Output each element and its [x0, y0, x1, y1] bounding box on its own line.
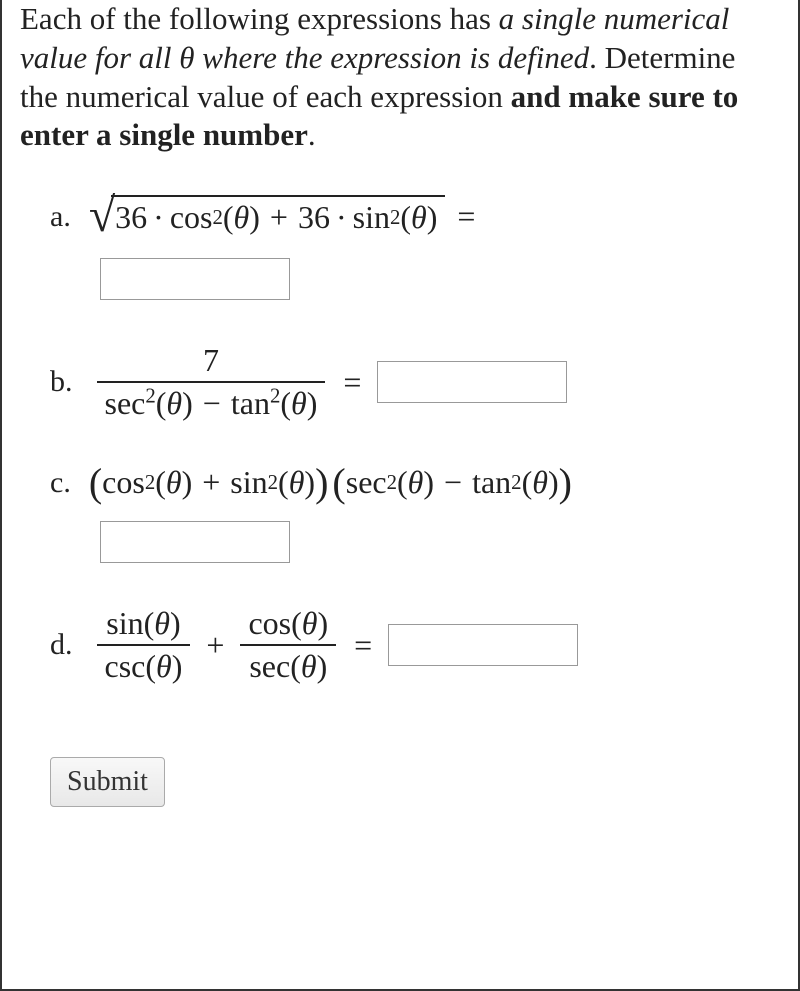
frac-d1-num: sin(θ): [98, 603, 188, 644]
var-c3: θ: [408, 464, 424, 501]
instructions-text: Each of the following expressions has a …: [20, 0, 780, 155]
var-c1: θ: [166, 464, 182, 501]
problem-c-expression: (cos2(θ)+sin2(θ)) (sec2(θ)−tan2(θ)): [89, 464, 572, 501]
instr-prefix: Each of the following expressions has: [20, 1, 499, 36]
var-c4: θ: [532, 464, 548, 501]
problem-a-expression: √ 36·cos2(θ)+36·sin2(θ) =: [89, 195, 488, 238]
func-a2: sin: [353, 199, 390, 236]
frac-d2-den: sec(θ): [241, 646, 335, 687]
answer-input-b[interactable]: [377, 361, 567, 403]
answer-input-a[interactable]: [100, 258, 290, 300]
equals-d: =: [354, 627, 372, 664]
frac-d2-num: cos(θ): [240, 603, 336, 644]
func-c2: sin: [230, 464, 267, 501]
coeff-a1: 36: [115, 199, 147, 236]
var-b1: θ: [166, 385, 182, 421]
frac-b-num: 7: [195, 340, 227, 381]
problem-c-label: c.: [50, 466, 71, 500]
answer-input-c[interactable]: [100, 521, 290, 563]
frac-b-den: sec2(θ)−tan2(θ): [97, 383, 326, 424]
problem-b-expression: 7 sec2(θ)−tan2(θ) =: [91, 340, 572, 424]
problem-a-label: a.: [50, 200, 71, 234]
problem-b: b. 7 sec2(θ)−tan2(θ) =: [50, 340, 780, 424]
equals-a: =: [457, 198, 475, 235]
frac-d1-den: csc(θ): [97, 646, 191, 687]
problem-a: a. √ 36·cos2(θ)+36·sin2(θ) =: [50, 195, 780, 300]
func-b1: sec: [105, 385, 146, 421]
instr-end: .: [308, 117, 316, 152]
answer-input-d[interactable]: [388, 624, 578, 666]
func-c1: cos: [102, 464, 145, 501]
equals-b: =: [343, 364, 361, 401]
func-a1: cos: [170, 199, 213, 236]
var-a2: θ: [411, 199, 427, 236]
problem-d-label: d.: [50, 628, 73, 662]
quiz-container: Each of the following expressions has a …: [0, 0, 800, 991]
var-c2: θ: [289, 464, 305, 501]
func-c3: sec: [346, 464, 387, 501]
var-b2: θ: [291, 385, 307, 421]
var-a1: θ: [234, 199, 250, 236]
problem-b-label: b.: [50, 365, 73, 399]
func-b2: tan: [231, 385, 270, 421]
coeff-a2: 36: [298, 199, 330, 236]
func-c4: tan: [472, 464, 511, 501]
problem-d-expression: sin(θ) csc(θ) + cos(θ) sec(θ) =: [91, 603, 583, 687]
problem-d: d. sin(θ) csc(θ) + cos(θ) sec(θ) =: [50, 603, 780, 687]
submit-button[interactable]: Submit: [50, 757, 165, 807]
problem-c: c. (cos2(θ)+sin2(θ)) (sec2(θ)−tan2(θ)): [50, 464, 780, 563]
